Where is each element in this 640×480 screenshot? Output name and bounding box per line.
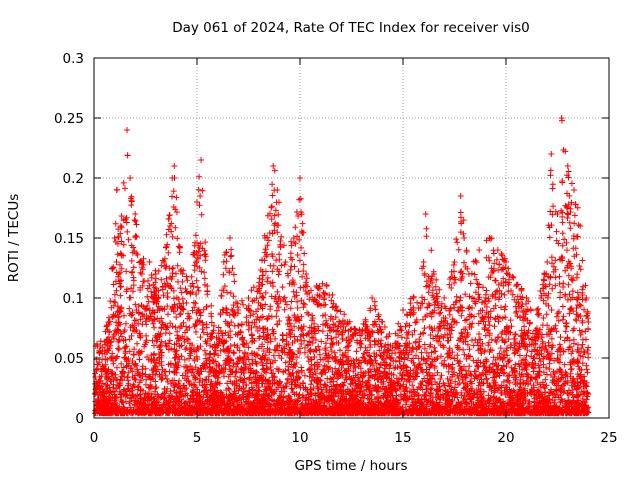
y-axis-label: ROTI / TECUs (6, 194, 22, 282)
x-tick-label: 20 (497, 430, 514, 446)
x-tick-label: 5 (193, 430, 202, 446)
y-tick-label: 0.15 (54, 231, 84, 247)
roti-series-points (92, 115, 592, 417)
y-tick-label: 0.3 (63, 51, 84, 67)
y-tick-label: 0.1 (63, 291, 84, 307)
x-tick-label: 15 (394, 430, 411, 446)
y-tick-label: 0.25 (54, 111, 84, 127)
chart-title: Day 061 of 2024, Rate Of TEC Index for r… (172, 20, 530, 36)
y-tick-label: 0.2 (63, 171, 84, 187)
y-tick-label: 0.05 (54, 351, 84, 367)
data-points (92, 115, 592, 417)
x-axis-label: GPS time / hours (294, 458, 407, 474)
x-tick-label: 10 (291, 430, 308, 446)
x-tick-label: 25 (600, 430, 617, 446)
y-tick-label: 0 (75, 411, 84, 427)
x-tick-label: 0 (90, 430, 99, 446)
axis-ticks: 0 0.05 0.1 0.15 0.2 0.25 0.3 0 5 10 15 20 25 (54, 51, 618, 446)
